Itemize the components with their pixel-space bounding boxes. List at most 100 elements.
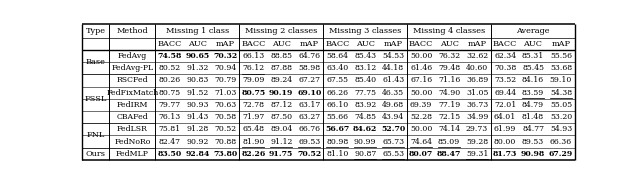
Text: 90.92: 90.92: [186, 138, 209, 146]
Text: 70.88: 70.88: [214, 138, 236, 146]
Text: 69.53: 69.53: [298, 138, 321, 146]
Text: AUC: AUC: [440, 40, 459, 48]
Text: 90.93: 90.93: [186, 101, 209, 109]
Text: FedAvg-PL: FedAvg-PL: [111, 64, 154, 72]
Text: BACC: BACC: [241, 40, 266, 48]
Text: 85.31: 85.31: [522, 52, 544, 60]
Text: 91.75: 91.75: [269, 150, 294, 158]
Text: 72.01: 72.01: [494, 101, 516, 109]
Text: 50.00: 50.00: [410, 52, 433, 60]
Text: 91.12: 91.12: [270, 138, 292, 146]
Text: 62.34: 62.34: [494, 52, 516, 60]
Text: 36.89: 36.89: [466, 76, 488, 84]
Text: Missing 1 class: Missing 1 class: [166, 27, 229, 35]
Text: 61.43: 61.43: [382, 76, 404, 84]
Text: 58.64: 58.64: [326, 52, 348, 60]
Text: 55.66: 55.66: [326, 113, 348, 121]
Text: AUC: AUC: [272, 40, 291, 48]
Text: 70.63: 70.63: [214, 101, 236, 109]
Text: 50.00: 50.00: [410, 89, 433, 97]
Text: 80.75: 80.75: [241, 89, 266, 97]
Text: 63.17: 63.17: [298, 101, 321, 109]
Text: 77.19: 77.19: [438, 101, 460, 109]
Text: 75.81: 75.81: [158, 125, 180, 133]
Text: RSCFed: RSCFed: [116, 76, 148, 84]
Text: 79.48: 79.48: [438, 64, 460, 72]
Text: FedMLP: FedMLP: [116, 150, 148, 158]
Text: 59.10: 59.10: [550, 76, 572, 84]
Text: mAP: mAP: [300, 40, 319, 48]
Text: 31.05: 31.05: [466, 89, 488, 97]
Text: 67.29: 67.29: [549, 150, 573, 158]
Text: mAP: mAP: [216, 40, 235, 48]
Text: 80.07: 80.07: [409, 150, 433, 158]
Text: 66.26: 66.26: [326, 89, 348, 97]
Text: 87.50: 87.50: [270, 113, 292, 121]
Text: 53.20: 53.20: [550, 113, 572, 121]
Text: 79.09: 79.09: [242, 76, 264, 84]
Text: 80.52: 80.52: [158, 64, 180, 72]
Text: 52.70: 52.70: [381, 125, 405, 133]
Text: 90.19: 90.19: [269, 89, 294, 97]
Text: 73.52: 73.52: [494, 76, 516, 84]
Text: 59.28: 59.28: [466, 138, 488, 146]
Text: 84.16: 84.16: [522, 76, 544, 84]
Text: Method: Method: [116, 27, 148, 35]
Text: 89.53: 89.53: [522, 138, 544, 146]
Text: 66.13: 66.13: [242, 52, 264, 60]
Text: 63.27: 63.27: [298, 113, 320, 121]
Text: 61.99: 61.99: [494, 125, 516, 133]
Text: 85.43: 85.43: [354, 52, 376, 60]
Text: 72.78: 72.78: [243, 101, 264, 109]
Text: Missing 3 classes: Missing 3 classes: [329, 27, 401, 35]
Text: 83.92: 83.92: [354, 101, 376, 109]
Text: 36.73: 36.73: [466, 101, 488, 109]
Text: FNL: FNL: [86, 131, 105, 139]
Text: 70.79: 70.79: [214, 76, 236, 84]
Text: 43.94: 43.94: [382, 113, 404, 121]
Text: 49.68: 49.68: [382, 101, 404, 109]
Text: 64.76: 64.76: [298, 52, 320, 60]
Text: Missing 2 classes: Missing 2 classes: [245, 27, 317, 35]
Text: 71.03: 71.03: [214, 89, 237, 97]
Text: CBAFed: CBAFed: [116, 113, 148, 121]
Text: 84.62: 84.62: [353, 125, 378, 133]
Text: BACC: BACC: [409, 40, 433, 48]
Text: 80.00: 80.00: [494, 138, 516, 146]
Text: 81.73: 81.73: [493, 150, 517, 158]
Text: 70.58: 70.58: [214, 113, 236, 121]
Text: 32.62: 32.62: [466, 52, 488, 60]
Text: 69.10: 69.10: [297, 89, 321, 97]
Text: 70.38: 70.38: [494, 64, 516, 72]
Text: 85.09: 85.09: [438, 138, 460, 146]
Text: 65.53: 65.53: [382, 150, 404, 158]
Text: 52.28: 52.28: [410, 113, 432, 121]
Text: 85.40: 85.40: [354, 76, 376, 84]
Text: 76.12: 76.12: [242, 64, 264, 72]
Text: 91.32: 91.32: [186, 64, 209, 72]
Text: FedFixMatch: FedFixMatch: [106, 89, 159, 97]
Text: 74.85: 74.85: [354, 113, 376, 121]
Text: 70.32: 70.32: [213, 52, 237, 60]
Text: 66.76: 66.76: [298, 125, 320, 133]
Text: 67.55: 67.55: [326, 76, 348, 84]
Text: 69.44: 69.44: [494, 89, 516, 97]
Text: 72.15: 72.15: [438, 113, 460, 121]
Text: 44.18: 44.18: [382, 64, 404, 72]
Text: 65.73: 65.73: [382, 138, 404, 146]
Text: 80.98: 80.98: [326, 138, 348, 146]
Text: 58.98: 58.98: [298, 64, 320, 72]
Text: 66.10: 66.10: [326, 101, 348, 109]
Text: FedIRM: FedIRM: [116, 101, 148, 109]
Text: 66.36: 66.36: [550, 138, 572, 146]
Text: 90.99: 90.99: [354, 138, 376, 146]
Text: 40.60: 40.60: [466, 64, 488, 72]
Text: 69.39: 69.39: [410, 101, 433, 109]
Text: BACC: BACC: [157, 40, 182, 48]
Text: 53.68: 53.68: [550, 64, 572, 72]
Text: 82.47: 82.47: [158, 138, 180, 146]
Text: 61.46: 61.46: [410, 64, 432, 72]
Text: Average: Average: [516, 27, 550, 35]
Text: 84.77: 84.77: [522, 125, 544, 133]
Text: 70.52: 70.52: [214, 125, 236, 133]
